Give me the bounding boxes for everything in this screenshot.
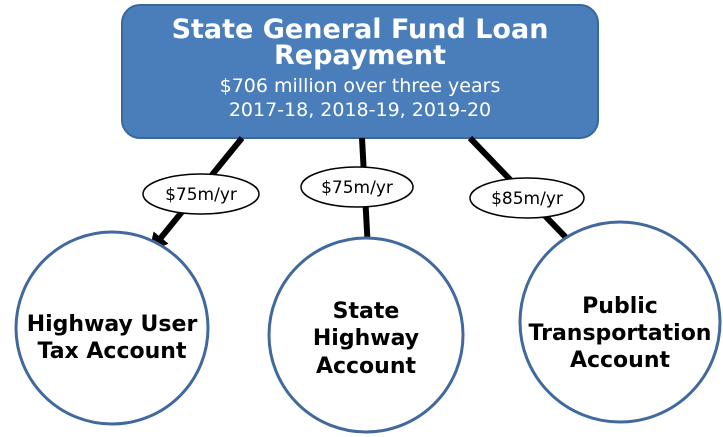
header-title: State General Fund Loan [172, 14, 549, 45]
edge-label: $85m/yr [491, 189, 563, 209]
header-title: Repayment [274, 40, 446, 71]
header-subtitle: $706 million over three years [220, 75, 501, 97]
edge-label-box [469, 177, 585, 219]
node-label: Account [316, 354, 417, 379]
edge-label-box [142, 173, 260, 215]
header-subtitle: 2017-18, 2018-19, 2019-20 [229, 99, 491, 121]
node-label: Tax Account [38, 339, 187, 364]
node-circle [518, 220, 722, 424]
node-label: Account [570, 348, 671, 373]
node-circle [14, 230, 210, 426]
node-label: Public [582, 294, 658, 319]
node-label: Highway User [27, 312, 198, 337]
edge-label: $75m/yr [165, 185, 237, 205]
node-circle [267, 236, 465, 434]
node-label: Highway [313, 326, 419, 351]
node-label: State [333, 299, 400, 324]
header-box [121, 4, 599, 139]
edge-label-box [300, 166, 414, 208]
edge-label: $75m/yr [321, 178, 393, 198]
node-label: Transportation [529, 321, 712, 346]
